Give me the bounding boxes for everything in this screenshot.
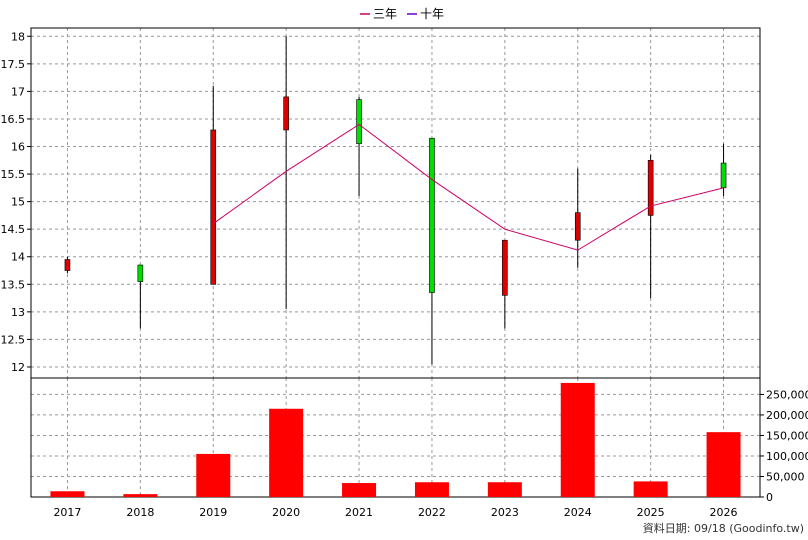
price-tick-label: 17 <box>11 85 25 98</box>
volume-bar <box>50 491 85 497</box>
candles <box>64 36 727 365</box>
x-tick-label: 2019 <box>199 506 227 519</box>
volume-bar <box>196 453 231 497</box>
x-tick-label: 2026 <box>710 506 738 519</box>
volume-bar <box>414 482 449 497</box>
volume-bar <box>269 408 304 497</box>
price-tick-label: 12.5 <box>1 333 26 346</box>
price-tick-label: 14.5 <box>1 223 26 236</box>
x-tick-label: 2022 <box>418 506 446 519</box>
volume-tick-label: 100,000 <box>766 450 808 463</box>
volume-tick-label: 200,000 <box>766 409 808 422</box>
volume-bar <box>633 481 668 497</box>
volume-bar <box>342 483 377 497</box>
price-tick-label: 16.5 <box>1 113 26 126</box>
legend-label: 十年 <box>420 7 444 21</box>
x-tick-label: 2021 <box>345 506 373 519</box>
price-tick-label: 13.5 <box>1 278 26 291</box>
volume-bars <box>50 382 741 497</box>
ma-line <box>212 123 724 251</box>
price-tick-label: 13 <box>11 306 25 319</box>
volume-axis-ticks: 0 50,000 100,000 150,000 200,000 250,000 <box>760 388 808 504</box>
price-axis-ticks: 12 12.5 13 13.5 14 14.5 15 15.5 16 16.5 17 17.5 18 <box>1 30 31 374</box>
price-tick-label: 14 <box>11 251 25 264</box>
legend-label: 三年 <box>373 7 397 21</box>
price-tick-label: 17.5 <box>1 58 26 71</box>
x-tick-label: 2023 <box>491 506 519 519</box>
candle-body <box>283 96 289 131</box>
volume-tick-label: 250,000 <box>766 388 808 401</box>
volume-tick-label: 0 <box>766 491 773 504</box>
moving-average-lines <box>212 123 724 251</box>
plot-frames <box>30 27 761 498</box>
x-tick-label: 2018 <box>126 506 154 519</box>
x-tick-label: 2025 <box>637 506 665 519</box>
x-tick-label: 2020 <box>272 506 300 519</box>
x-axis-ticks: 2017 2018 2019 2020 2021 2022 2023 2024 2025 2026 <box>53 506 737 519</box>
candle-body <box>502 239 508 296</box>
candle-body <box>647 159 654 216</box>
price-tick-label: 15.5 <box>1 168 26 181</box>
x-tick-label: 2024 <box>564 506 592 519</box>
price-tick-label: 16 <box>11 141 25 154</box>
candle-body <box>64 259 71 271</box>
volume-tick-label: 150,000 <box>766 429 808 442</box>
price-tick-label: 15 <box>11 196 25 209</box>
source-credit: 資料日期: 09/18 (Goodinfo.tw) <box>643 521 804 535</box>
candle-body <box>429 137 435 293</box>
volume-bar <box>487 482 522 497</box>
candle-body <box>574 212 581 241</box>
volume-grid <box>31 378 760 498</box>
volume-bar <box>560 382 595 497</box>
candle-body <box>356 99 362 145</box>
volume-bar <box>123 494 158 497</box>
price-tick-label: 12 <box>11 361 25 374</box>
candle-body <box>210 129 217 285</box>
volume-plot-frame <box>30 377 761 498</box>
x-tick-label: 2017 <box>53 506 81 519</box>
volume-tick-label: 50,000 <box>766 470 805 483</box>
candle-body <box>720 162 727 189</box>
chart-legend: 三年 十年 <box>360 7 444 21</box>
volume-bar <box>706 432 741 497</box>
candle-body <box>137 264 144 282</box>
price-tick-label: 18 <box>11 30 25 43</box>
